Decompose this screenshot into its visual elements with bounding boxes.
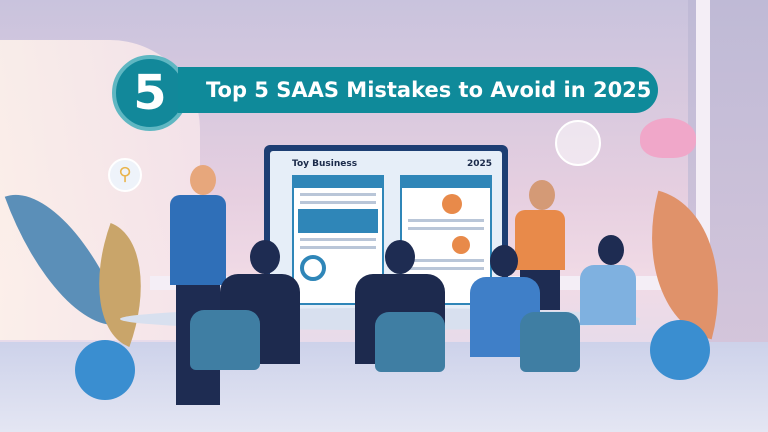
chair <box>375 312 445 372</box>
document-icon <box>555 120 601 166</box>
chair <box>190 310 260 370</box>
chair <box>520 312 580 372</box>
number-badge: 5 <box>112 55 188 131</box>
lightbulb-icon: ⚲ <box>108 158 142 192</box>
screen-title: Toy Business <box>292 159 358 169</box>
presentation-monitor: Toy Business 2025 <box>264 145 508 315</box>
plant-pot-left <box>75 340 135 400</box>
plant-pot-right <box>650 320 710 380</box>
title-banner: Top 5 SAAS Mistakes to Avoid in 2025 <box>178 67 658 113</box>
seated-woman <box>580 235 640 375</box>
pendant-lamp <box>640 118 696 158</box>
screen-year: 2025 <box>466 159 492 169</box>
page-title: Top 5 SAAS Mistakes to Avoid in 2025 <box>206 78 652 102</box>
